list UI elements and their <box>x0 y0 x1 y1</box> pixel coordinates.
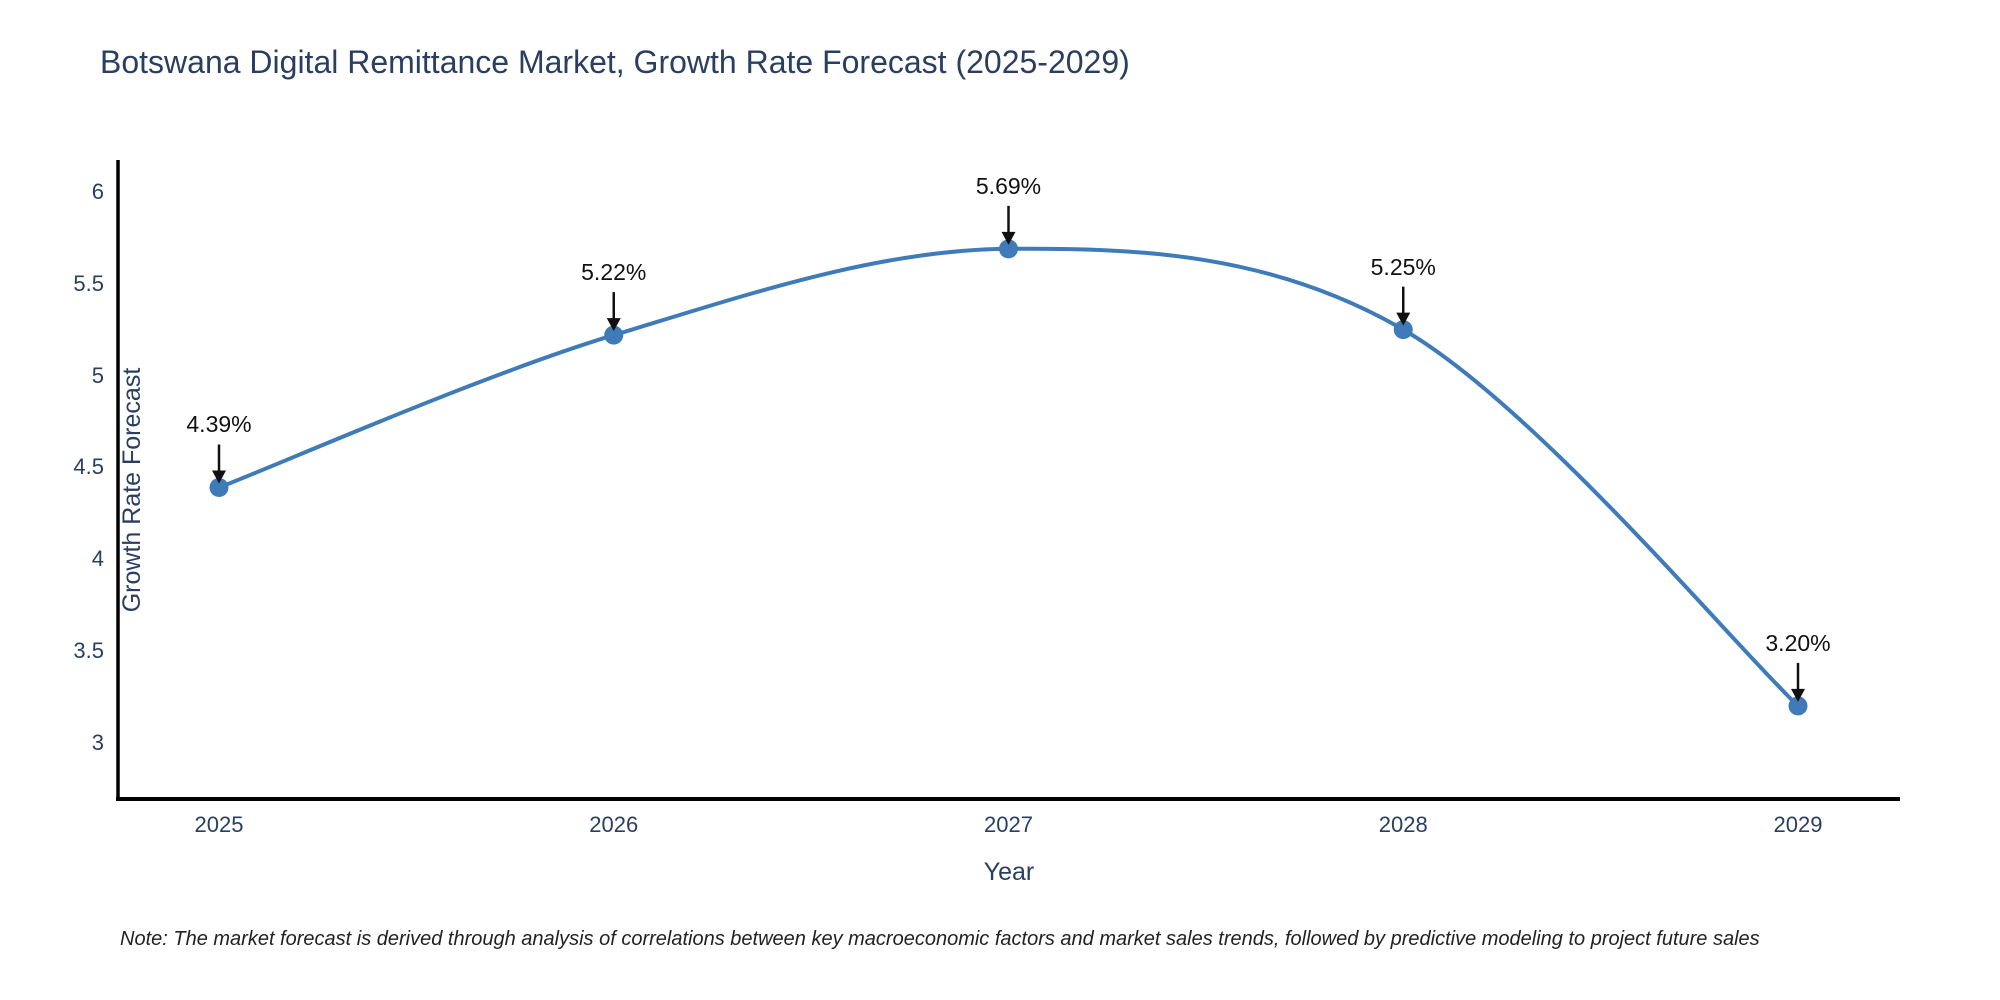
chart-title: Botswana Digital Remittance Market, Grow… <box>100 44 1130 80</box>
point-annotation-label: 3.20% <box>1765 629 1831 656</box>
annotation-arrowhead-icon <box>1791 688 1805 702</box>
x-tick-label: 2027 <box>984 812 1033 837</box>
forecast-line <box>218 246 1800 708</box>
data-point-marker <box>999 239 1018 259</box>
x-axis-title: Year <box>983 858 1035 886</box>
y-tick-label: 4 <box>91 546 104 572</box>
y-tick-label: 3.5 <box>73 637 104 663</box>
y-tick-label: 5 <box>91 362 104 388</box>
y-axis-title: Growth Rate Forecast <box>117 367 146 613</box>
x-tick-label: 2026 <box>589 812 639 837</box>
data-point-marker <box>604 325 624 345</box>
y-tick-label: 6 <box>91 178 104 204</box>
annotation-arrowhead-icon <box>1396 312 1411 326</box>
point-annotation-label: 5.69% <box>975 172 1042 199</box>
data-point-marker <box>1788 696 1808 716</box>
point-annotation-label: 4.39% <box>186 411 252 438</box>
x-tick-label: 2025 <box>194 812 244 837</box>
data-point-marker <box>209 477 229 497</box>
annotation-arrowhead-icon <box>1001 231 1016 245</box>
x-tick-label: 2029 <box>1773 812 1823 837</box>
y-tick-label: 4.5 <box>73 454 104 480</box>
y-tick-label: 3 <box>91 729 104 755</box>
footnote: Note: The market forecast is derived thr… <box>120 928 1760 950</box>
annotation-arrowhead-icon <box>606 318 621 332</box>
data-point-marker <box>1393 320 1413 340</box>
y-tick-label: 5.5 <box>73 270 104 296</box>
point-annotation-label: 5.22% <box>581 259 647 286</box>
point-annotation-label: 5.25% <box>1370 253 1436 280</box>
annotation-arrowhead-icon <box>212 470 226 484</box>
x-tick-label: 2028 <box>1378 812 1428 837</box>
